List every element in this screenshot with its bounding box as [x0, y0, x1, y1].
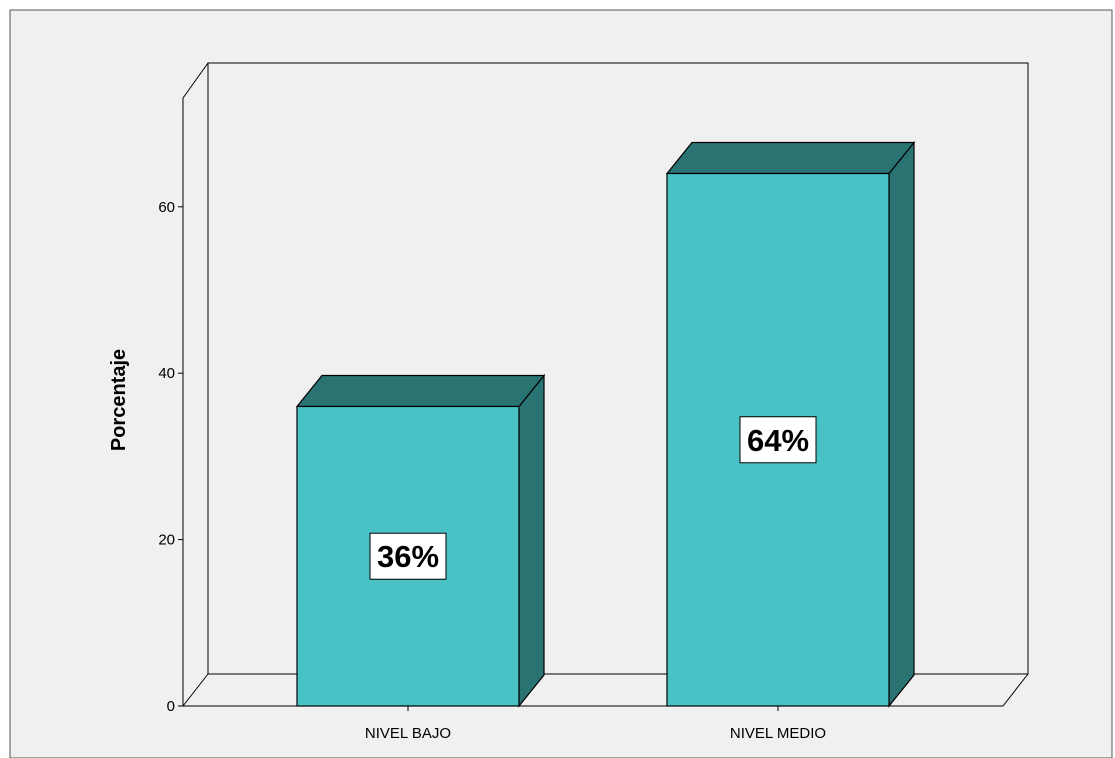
bar-top-face — [297, 375, 544, 406]
y-tick-label: 0 — [167, 698, 175, 715]
data-label: 64% — [740, 417, 816, 463]
data-label: 36% — [370, 533, 446, 579]
x-tick-label: NIVEL MEDIO — [730, 725, 826, 742]
y-tick-label: 40 — [158, 365, 175, 382]
bar: 64% — [667, 143, 914, 706]
y-axis-title: Porcentaje — [108, 349, 130, 451]
data-label-text: 64% — [747, 423, 809, 458]
chart-background — [10, 10, 1112, 758]
bar-top-face — [667, 143, 914, 174]
bar: 36% — [297, 375, 544, 706]
data-label-text: 36% — [377, 539, 439, 574]
y-tick-label: 20 — [158, 532, 175, 549]
x-tick-label: NIVEL BAJO — [365, 725, 451, 742]
bar-side-face — [889, 143, 914, 706]
bar-side-face — [519, 375, 544, 706]
y-tick-label: 60 — [158, 199, 175, 216]
